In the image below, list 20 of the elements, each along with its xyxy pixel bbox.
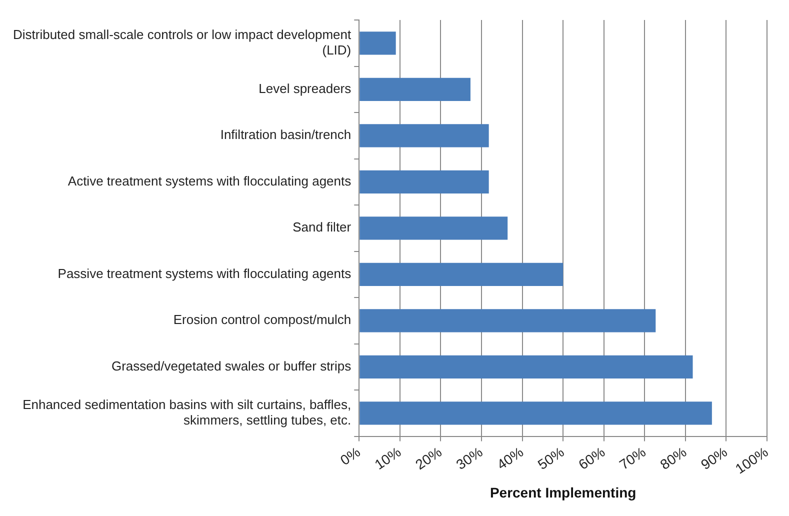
- x-tick-label: 90%: [698, 444, 730, 473]
- x-tick-label: 40%: [494, 444, 526, 473]
- y-tick-label: Active treatment systems with flocculating agents: [68, 173, 352, 188]
- x-tick-label: 50%: [534, 444, 567, 473]
- y-tick-label: Passive treatment systems with flocculating agents: [58, 266, 352, 281]
- x-tick-label: 70%: [616, 444, 648, 473]
- y-tick-label: Erosion control compost/mulch: [173, 312, 352, 328]
- x-tick-label: 80%: [657, 444, 690, 473]
- y-tick-label: Distributed small-scale controls or low impact development (LID): [12, 26, 352, 58]
- y-tick-label: Grassed/vegetated swales or buffer strips: [111, 358, 352, 374]
- y-tick-label: Level spreaders: [258, 80, 352, 96]
- x-tick-label: 10%: [372, 444, 404, 473]
- x-tick-label: 20%: [412, 444, 445, 473]
- x-tick-label: 0%: [337, 444, 363, 468]
- x-axis-title: Percent Implementing: [490, 484, 636, 500]
- y-tick-label: Enhanced sedimentation basins with silt curtains, baffles, skimmers, settling tubes, etc.: [22, 396, 352, 428]
- y-tick-label: Sand filter: [292, 220, 352, 235]
- x-tick-label: 30%: [453, 444, 486, 473]
- y-tick-label: Infiltration basin/trench: [220, 127, 352, 142]
- x-tick-label: 60%: [576, 444, 608, 473]
